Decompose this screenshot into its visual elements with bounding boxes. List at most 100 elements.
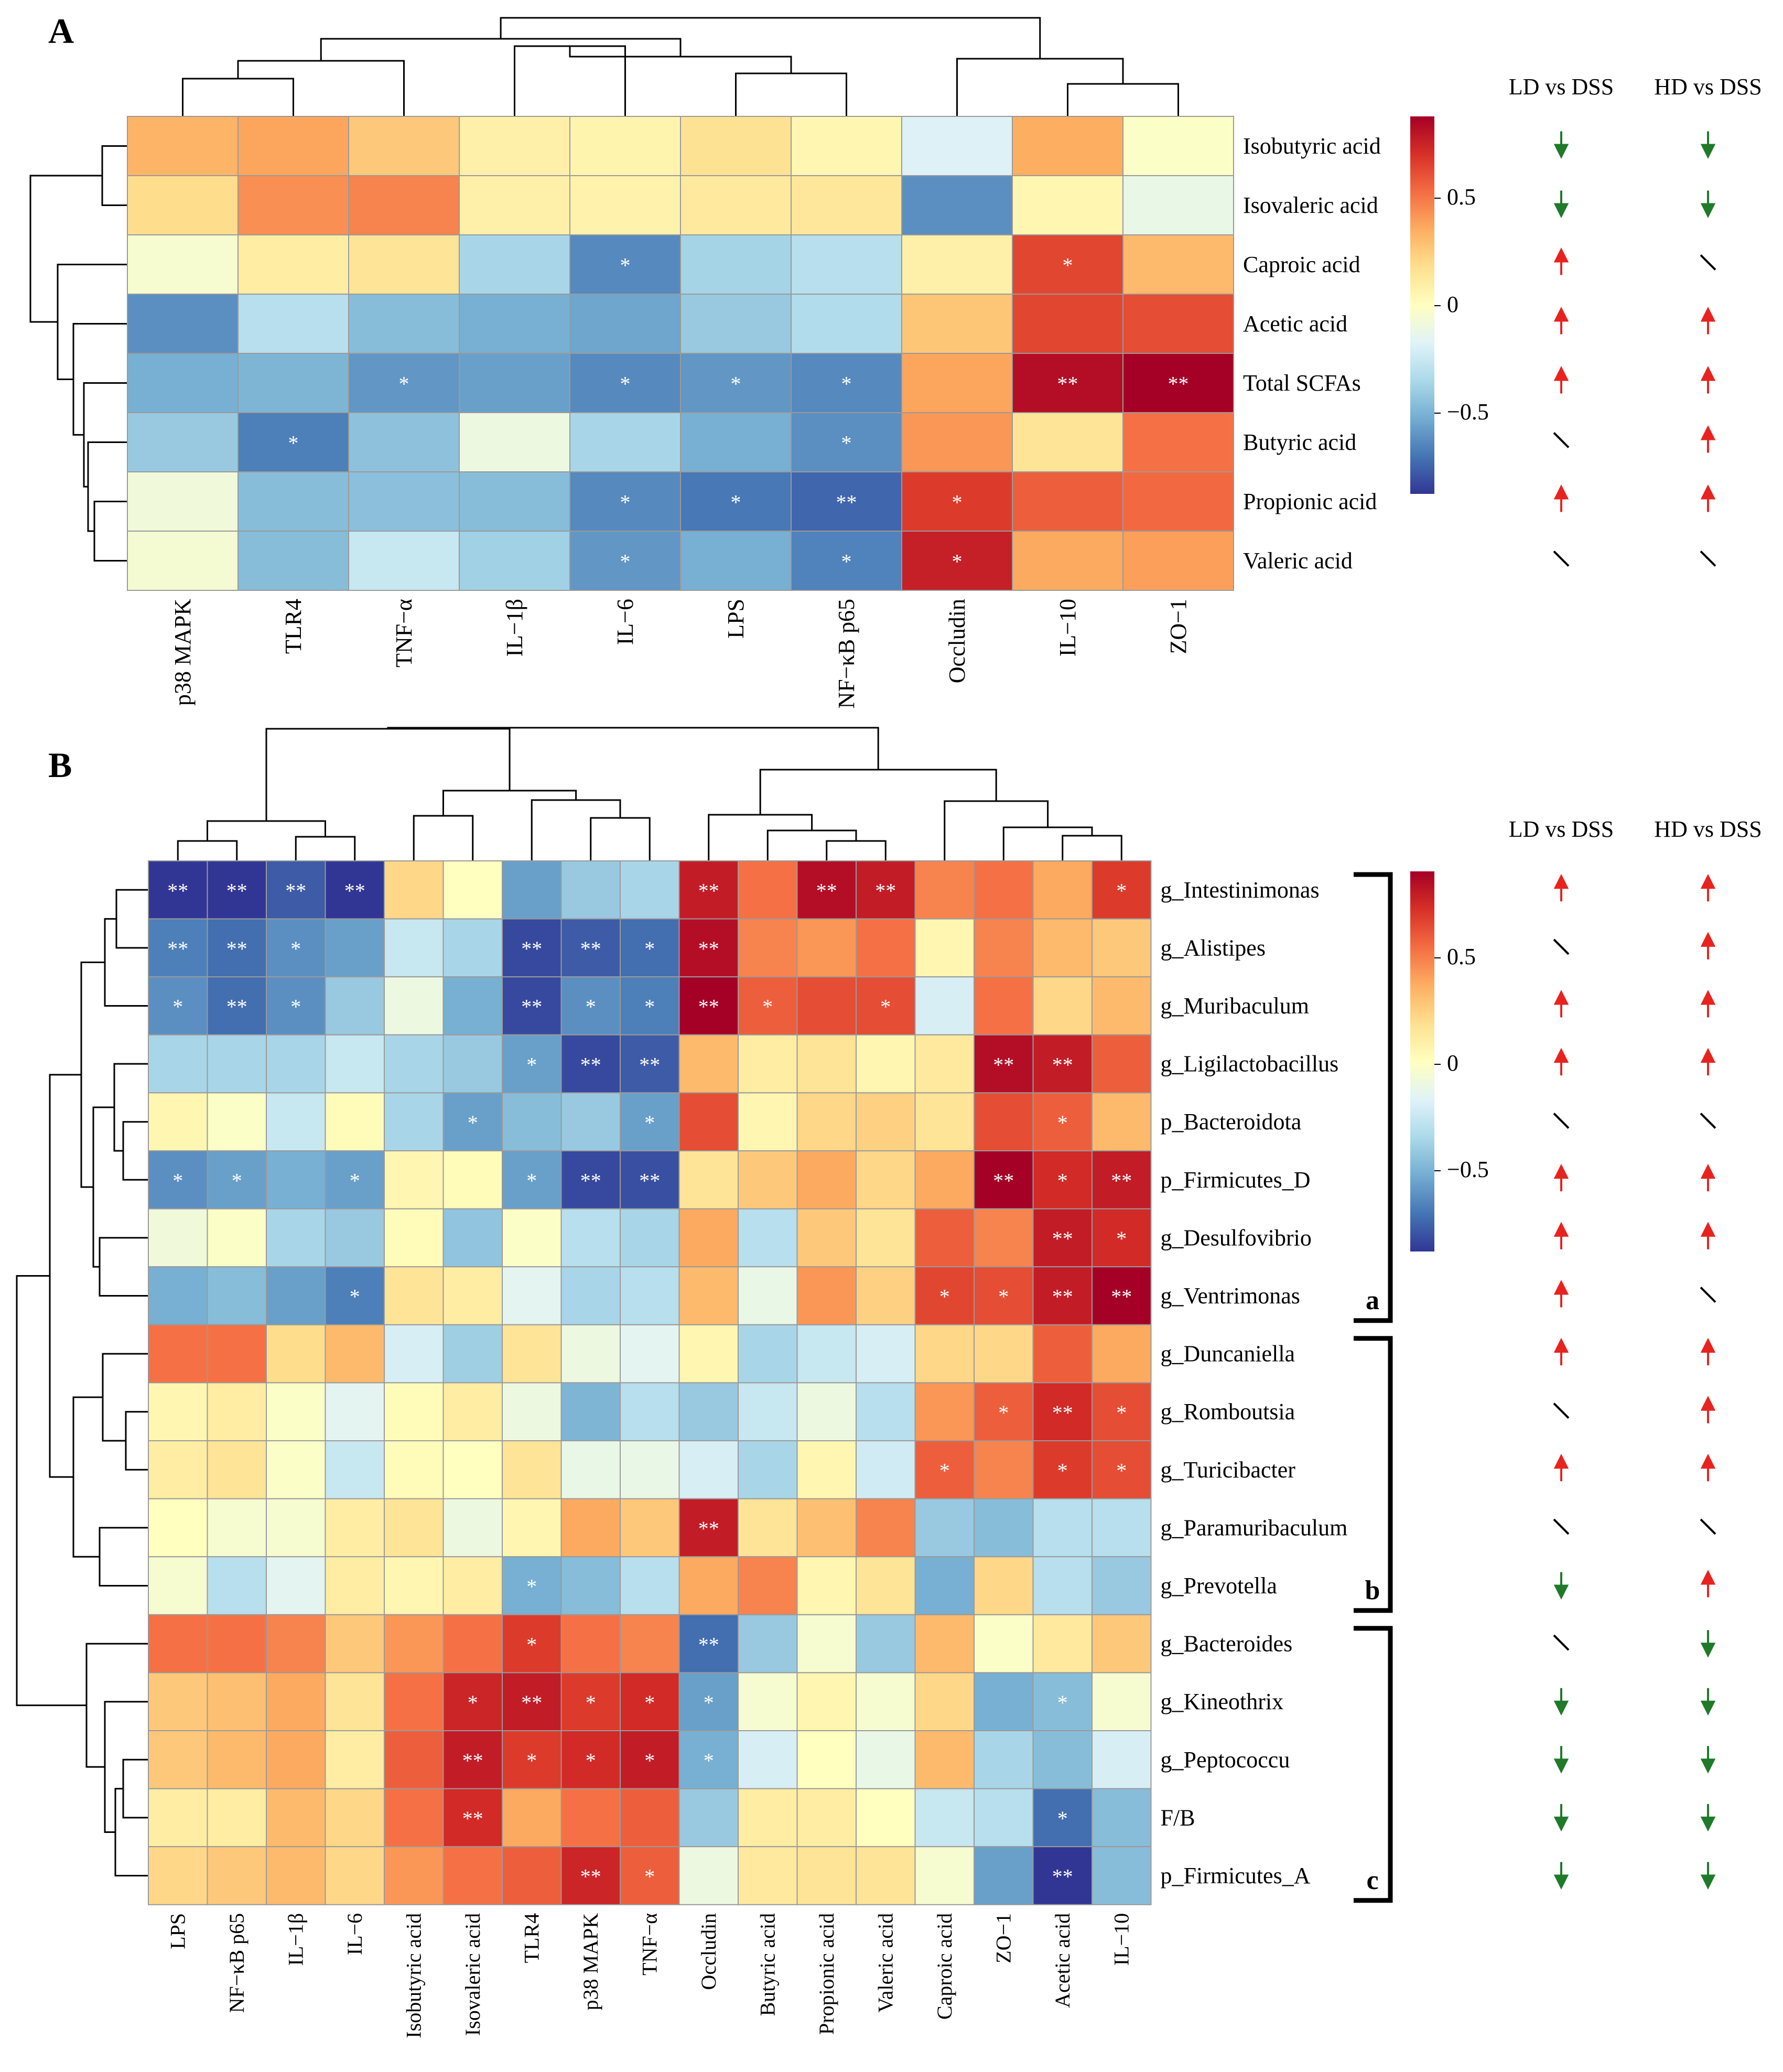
significance-marker: * — [620, 372, 631, 396]
heatmap-cell — [856, 1730, 916, 1789]
significance-marker: * — [526, 1749, 537, 1773]
dendrogram-branch — [387, 727, 879, 770]
heatmap-cell — [1122, 531, 1234, 591]
heatmap-cell — [856, 1440, 916, 1499]
heatmap-cell — [442, 1498, 503, 1558]
color-legend-bar-a — [1410, 116, 1434, 494]
heatmap-cell — [914, 1672, 975, 1731]
significance-marker: ** — [167, 879, 188, 903]
heatmap-cell — [1032, 1498, 1093, 1558]
significance-marker: * — [526, 1169, 537, 1193]
row-label: F/B — [1161, 1805, 1195, 1830]
heatmap-cell — [348, 412, 460, 472]
heatmap-cell — [856, 860, 916, 920]
significance-marker: * — [762, 995, 773, 1019]
heatmap-cell — [620, 860, 680, 920]
heatmap-cell — [1032, 976, 1093, 1035]
heatmap-cell — [148, 976, 208, 1035]
significance-marker: * — [952, 550, 963, 574]
heatmap-cell — [1092, 1788, 1152, 1848]
heatmap-cell — [442, 1092, 503, 1151]
heatmap-cell — [796, 1788, 857, 1848]
heatmap-cell — [738, 918, 798, 978]
row-label: Total SCFAs — [1243, 370, 1361, 396]
significance-marker: * — [880, 995, 891, 1019]
heatmap-cell — [738, 1150, 798, 1210]
heatmap-cell — [207, 1266, 267, 1325]
column-label: TNF−α — [637, 1913, 661, 1976]
ld-vs-dss-header-b: LD vs DSS — [1509, 816, 1614, 842]
column-label: Isovaleric acid — [461, 1913, 484, 2036]
significance-marker: ** — [816, 879, 837, 903]
significance-marker: ** — [580, 937, 601, 961]
increase-arrow-icon — [1553, 1453, 1569, 1482]
heatmap-cell — [442, 1614, 503, 1674]
heatmap-cell — [442, 1266, 503, 1325]
heatmap-cell — [502, 1614, 562, 1674]
significance-marker: ** — [462, 1807, 483, 1830]
heatmap-cell — [127, 234, 239, 295]
heatmap-cell — [620, 1846, 680, 1905]
legend-tick-label: 0 — [1447, 1050, 1458, 1076]
significance-marker: * — [526, 1053, 537, 1076]
heatmap-cell — [901, 234, 1013, 295]
heatmap-cell — [856, 1672, 916, 1731]
column-label: Occludin — [944, 599, 970, 683]
row-label: p_Firmicutes_D — [1161, 1167, 1311, 1193]
color-legend-b: 0.5 0 −0.5 — [1410, 871, 1489, 1251]
heatmap-cell — [1122, 294, 1234, 354]
significance-marker: * — [704, 1749, 714, 1773]
heatmap-cell — [502, 1266, 562, 1325]
significance-marker: * — [1057, 1807, 1068, 1830]
no-change-icon — [1553, 1634, 1570, 1651]
heatmap-cell — [1092, 1440, 1152, 1499]
significance-marker: * — [1057, 1169, 1068, 1193]
heatmap-cell — [325, 918, 385, 978]
heatmap-cell — [1092, 1846, 1152, 1905]
significance-marker: ** — [580, 1865, 601, 1888]
heatmap-cell — [796, 1672, 857, 1731]
heatmap-cell — [901, 116, 1013, 176]
decrease-arrow-icon — [1700, 1630, 1716, 1658]
column-label: Acetic acid — [1051, 1913, 1074, 2008]
row-label: g_Romboutsia — [1161, 1399, 1295, 1424]
heatmap-cell — [560, 1382, 621, 1441]
heatmap-cell — [384, 1440, 444, 1499]
heatmap-cell — [325, 1614, 385, 1674]
significance-marker: ** — [167, 937, 188, 961]
heatmap-cell — [856, 1788, 916, 1848]
legend-tick-label: −0.5 — [1447, 399, 1489, 425]
heatmap-cell — [502, 1440, 562, 1499]
significance-marker: * — [468, 1111, 478, 1135]
significance-marker: * — [526, 1633, 537, 1656]
heatmap-cell — [620, 976, 680, 1035]
heatmap-cell — [237, 116, 349, 176]
heatmap-cell — [148, 1324, 208, 1384]
heatmap-cell — [974, 1846, 1034, 1905]
heatmap-cell — [678, 918, 739, 978]
dendrogram-branch — [101, 145, 127, 206]
heatmap-cell — [738, 1846, 798, 1905]
group-label: a — [1366, 1286, 1379, 1315]
heatmap-cell — [1092, 1614, 1152, 1674]
decrease-arrow-icon — [1553, 1746, 1569, 1774]
row-label: g_Desulfovibrio — [1161, 1225, 1312, 1250]
row-label: p_Bacteroidota — [1161, 1109, 1302, 1135]
heatmap-cell — [560, 860, 621, 920]
row-labels-a: Isobutyric acid Isovaleric acid Caproic ac… — [1243, 133, 1381, 574]
heatmap-cell — [1032, 1382, 1093, 1441]
column-label: LPS — [166, 1913, 189, 1949]
significance-marker: ** — [521, 995, 542, 1019]
heatmap-cell — [1092, 1730, 1152, 1789]
heatmap-cell — [348, 471, 460, 532]
heatmap-cell — [459, 353, 570, 413]
dendrogram-branch — [1067, 83, 1179, 116]
heatmap-cell — [738, 1788, 798, 1848]
heatmap-cell — [442, 860, 503, 920]
heatmap-cell — [459, 531, 570, 591]
significance-marker: * — [586, 1749, 596, 1773]
heatmap-cell — [348, 116, 460, 176]
heatmap-cell — [620, 1208, 680, 1268]
heatmap-cell — [148, 1034, 208, 1094]
panel-b: ** ** ** ** ** ** ** *** ** * ** ** * *** ** * ** * * ** * **… — [16, 727, 1762, 2038]
